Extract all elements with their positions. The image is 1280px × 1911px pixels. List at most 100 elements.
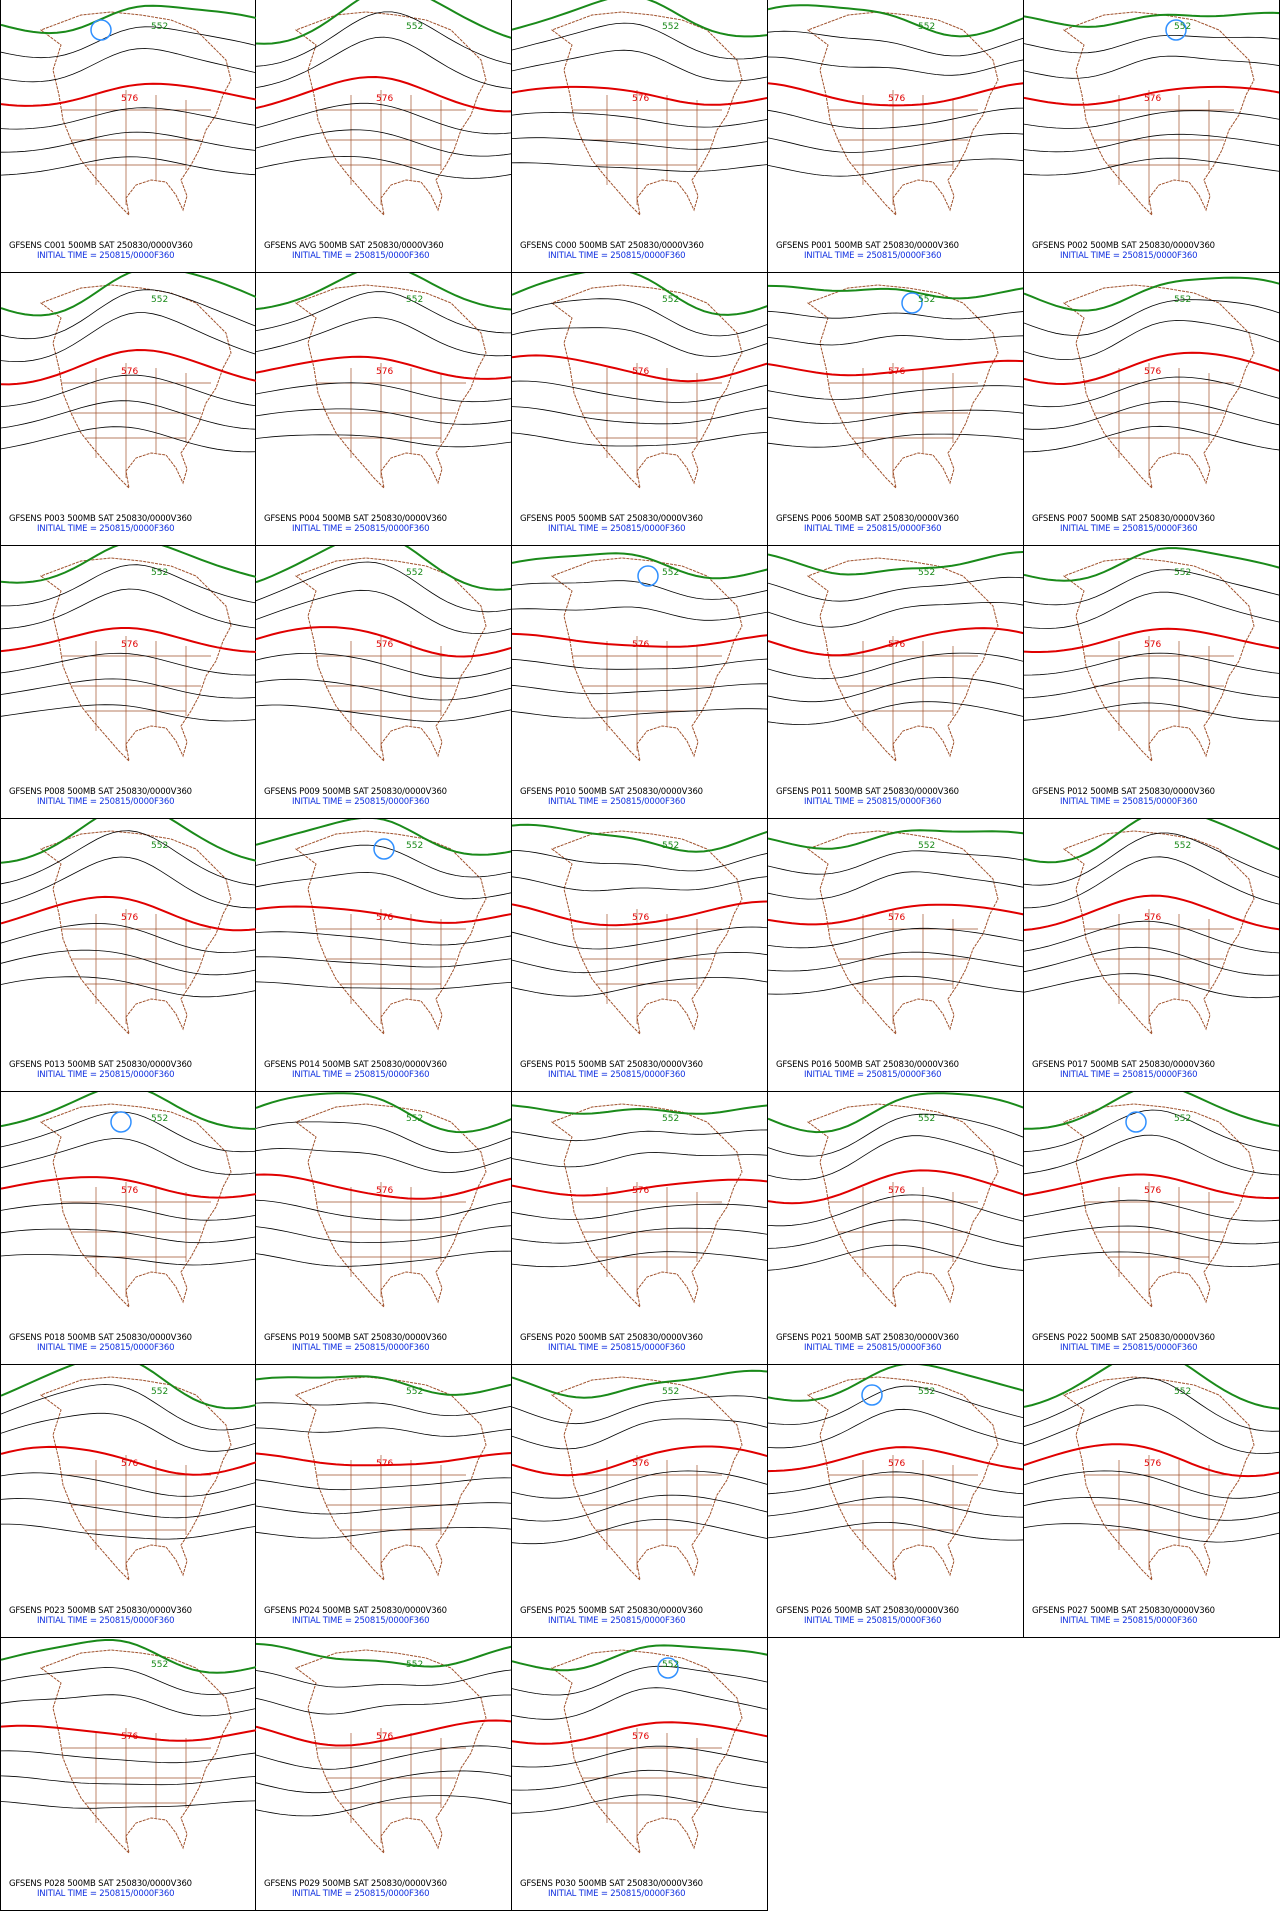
contour [1024,920,1279,954]
map: 576 552 [1,546,256,763]
contour-label: 576 [888,1186,905,1196]
contour [1024,1199,1279,1222]
contour [512,850,767,872]
contour [1024,157,1279,176]
panel-caption: INITIAL TIME = 250815/0000F360 [292,1889,430,1899]
contour [1024,110,1279,129]
coastline [39,11,232,217]
contour [256,36,511,89]
contour [1024,652,1279,676]
coastline [806,557,999,763]
contour-label: 576 [1144,640,1161,650]
state-borders [61,363,211,478]
panel-caption: GFSENS P017 500MB SAT 250830/0000V360 [1032,1060,1215,1070]
contour [768,927,1023,949]
contour [768,1194,1023,1227]
map: 576 552 [256,1642,511,1855]
contour [1,1138,256,1175]
contour-label: 576 [376,640,393,650]
contour [768,1092,1023,1134]
contour [512,1369,767,1399]
contour [512,137,767,150]
contour [1024,1365,1279,1410]
coastline [806,284,999,490]
contour-label: 576 [121,640,138,650]
contour [256,1669,511,1688]
contour [512,632,767,648]
contour [512,1769,767,1791]
panel-caption: INITIAL TIME = 250815/0000F360 [548,797,686,807]
panel-caption: INITIAL TIME = 250815/0000F360 [804,1070,942,1080]
map-panel: 576 552 GFSENS P003 500MB SAT 250830/0000V… [0,273,256,546]
contour-label: 552 [1174,841,1191,851]
contour-label: 576 [121,1459,138,1469]
map: 576 552 [256,1092,511,1309]
contour [256,1770,511,1794]
contour [256,317,511,357]
contour [256,871,511,900]
contour [512,22,767,60]
low-center [1125,1111,1147,1133]
contour [256,0,511,45]
contour-label: 552 [406,1660,423,1670]
contour [1,273,256,317]
contour [256,75,511,113]
contour-label: 552 [406,22,423,32]
contour [1024,1225,1279,1245]
contour [768,701,1023,726]
contour [512,431,767,447]
state-borders [828,909,978,1024]
contour [256,1121,511,1153]
contour [1,1254,256,1266]
contour-label: 552 [918,1387,935,1397]
contour [1,830,256,886]
contour [256,626,511,658]
contour [1,26,256,59]
panel-caption: GFSENS P016 500MB SAT 250830/0000V360 [776,1060,959,1070]
contour [768,903,1023,926]
coastline [39,557,232,763]
contour [256,1502,511,1515]
contour-label: 576 [376,913,393,923]
panel-caption: INITIAL TIME = 250815/0000F360 [548,251,686,261]
contour [1,976,256,998]
contour [1024,400,1279,430]
contour [768,1244,1023,1271]
contour [768,1113,1023,1157]
map-panel: 576 552 GFSENS P021 500MB SAT 250830/0000V… [768,1092,1024,1365]
panel-caption: GFSENS C000 500MB SAT 250830/0000V360 [520,241,704,251]
panel-caption: GFSENS P004 500MB SAT 250830/0000V360 [264,514,447,524]
map-panel: 576 552 GFSENS P026 500MB SAT 250830/0000V… [768,1365,1024,1638]
low-center [90,19,112,41]
contour-label: 552 [406,568,423,578]
contour [1,652,256,676]
contour [1024,547,1279,582]
contour [1,704,256,722]
contour [1024,973,1279,999]
coastline [806,11,999,217]
contour [1024,11,1279,28]
contour [512,708,767,719]
contour [512,1519,767,1545]
contour [1,546,256,584]
contour [512,1644,767,1672]
contour [768,1446,1023,1473]
coastline [1062,557,1255,763]
contour [256,1694,511,1715]
contour [512,977,767,997]
state-borders [61,90,211,205]
panel-caption: INITIAL TIME = 250815/0000F360 [1060,797,1198,807]
contour [1024,1109,1279,1153]
contour [1024,320,1279,361]
map-panel: 576 552 GFSENS P029 500MB SAT 250830/0000V… [256,1638,512,1911]
contour [512,1470,767,1499]
contour [256,129,511,157]
contour [512,1745,767,1768]
contour [256,678,511,701]
contour [256,1795,511,1817]
state-borders [61,1182,211,1297]
contour-label: 576 [632,1186,649,1196]
contour-label: 576 [1144,1459,1161,1469]
contour [512,1665,767,1696]
contour [256,291,511,334]
